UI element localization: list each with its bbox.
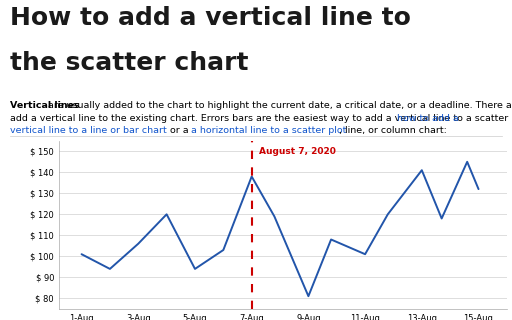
Text: how to add a: how to add a — [397, 114, 459, 123]
Text: a horizontal line to a scatter plot: a horizontal line to a scatter plot — [191, 126, 347, 135]
Text: or a: or a — [167, 126, 191, 135]
Text: , line, or column chart:: , line, or column chart: — [339, 126, 447, 135]
Text: are usually added to the chart to highlight the current date, a critical date, o: are usually added to the chart to highli… — [45, 101, 512, 110]
Text: the scatter chart: the scatter chart — [10, 51, 249, 75]
Text: add a vertical line to the existing chart. Errors bars are the easiest way to ad: add a vertical line to the existing char… — [10, 114, 512, 123]
Text: How to add a vertical line to: How to add a vertical line to — [10, 6, 411, 30]
Text: vertical line to a line or bar chart: vertical line to a line or bar chart — [10, 126, 167, 135]
Text: Vertical lines: Vertical lines — [10, 101, 80, 110]
Text: August 7, 2020: August 7, 2020 — [259, 147, 336, 156]
